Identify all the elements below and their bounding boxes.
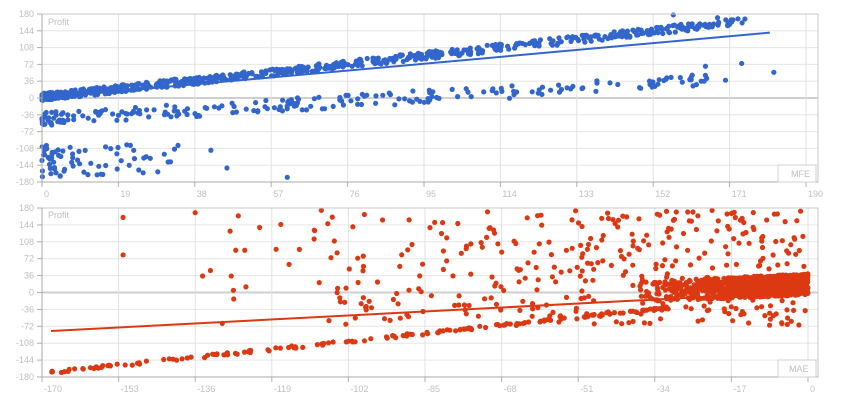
y-tick-label: -108 <box>16 338 34 348</box>
x-tick-label: -136 <box>197 384 215 394</box>
y-tick-label: -72 <box>21 127 34 137</box>
axes: 180 144 108 72 36 0 -36 -72 -108 -144 -180 0 19 38 57 7… <box>16 9 823 199</box>
x-tick-label: 57 <box>273 189 283 199</box>
y-tick-label: -72 <box>21 321 34 331</box>
y-tick-label: -108 <box>16 143 34 153</box>
x-axis-title: MFE <box>791 169 810 179</box>
x-tick-label: -17 <box>733 384 746 394</box>
y-tick-label: -144 <box>16 160 34 170</box>
x-tick-label: 133 <box>579 189 594 199</box>
x-tick-label: 190 <box>808 189 823 199</box>
x-axis-title-box: MFE <box>777 164 817 183</box>
mfe-profit-scatter-chart: 180 144 108 72 36 0 -36 -72 -108 -144 -180 0 19 38 57 7… <box>16 9 823 199</box>
y-tick-label: 36 <box>24 76 34 86</box>
scatter-points <box>39 12 777 180</box>
x-tick-label: 171 <box>732 189 747 199</box>
y-tick-label: -180 <box>16 177 34 187</box>
x-tick-label: -102 <box>350 384 368 394</box>
y-tick-label: -180 <box>16 372 34 382</box>
x-tick-label: -153 <box>121 384 139 394</box>
y-tick-label: 36 <box>24 271 34 281</box>
x-tick-label: 19 <box>120 189 130 199</box>
x-tick-label: -170 <box>44 384 62 394</box>
x-tick-label: -34 <box>657 384 670 394</box>
x-axis-title: MAE <box>789 364 809 374</box>
trendline <box>50 290 809 332</box>
x-tick-label: 152 <box>655 189 670 199</box>
trendline <box>41 31 770 99</box>
x-tick-label: 95 <box>426 189 436 199</box>
y-tick-label: 72 <box>24 254 34 264</box>
y-tick-label: -36 <box>21 304 34 314</box>
y-tick-label: 144 <box>19 26 34 36</box>
y-tick-label: 72 <box>24 59 34 69</box>
x-tick-label: -68 <box>504 384 517 394</box>
x-tick-label: -119 <box>274 384 291 394</box>
y-tick-label: 0 <box>29 93 34 103</box>
y-axis-title: Profit <box>48 210 70 220</box>
x-axis-title-box: MAE <box>777 359 817 378</box>
x-tick-label: 0 <box>810 384 815 394</box>
y-tick-label: 108 <box>19 237 34 247</box>
y-tick-label: 180 <box>19 9 34 19</box>
y-tick-label: 144 <box>19 220 34 230</box>
x-tick-label: 0 <box>44 189 49 199</box>
x-tick-label: 76 <box>350 189 360 199</box>
x-tick-label: -51 <box>580 384 593 394</box>
scatter-points <box>49 207 811 376</box>
y-axis-title: Profit <box>48 17 70 27</box>
x-tick-label: 114 <box>502 189 516 199</box>
y-tick-label: -36 <box>21 110 34 120</box>
y-tick-label: 0 <box>29 288 34 298</box>
x-tick-label: -85 <box>427 384 440 394</box>
y-tick-label: 108 <box>19 43 34 53</box>
x-tick-label: 38 <box>197 189 207 199</box>
y-tick-label: -144 <box>16 355 34 365</box>
y-tick-label: 180 <box>19 203 34 213</box>
